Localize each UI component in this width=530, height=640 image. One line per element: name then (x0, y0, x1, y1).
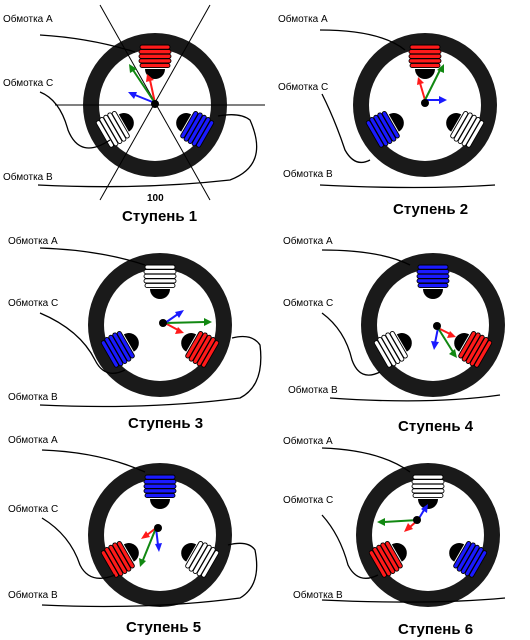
wire-a (39, 34, 136, 53)
wire-c (39, 91, 111, 149)
coil-top (138, 44, 172, 79)
vector-red-arrow (149, 79, 156, 104)
wire-b (321, 597, 506, 603)
wire-b (37, 114, 258, 188)
rotor-dot (151, 100, 159, 108)
rotor-dot (421, 99, 429, 107)
label-winding-b: Обмотка B (288, 384, 338, 396)
coil-left (100, 331, 139, 368)
coil-top (416, 264, 450, 299)
step-label: Ступень 4 (398, 418, 474, 435)
vector-green-arrow (383, 519, 419, 523)
panel-step-6: Обмотка A Обмотка C Обмотка B Ступень 6 (283, 435, 506, 638)
label-winding-b: Обмотка B (8, 589, 58, 601)
label-winding-a: Обмотка A (283, 235, 333, 247)
coil-right (449, 541, 488, 578)
step-label: Ступень 5 (126, 619, 201, 636)
coil-right (454, 331, 493, 368)
rotor-dot (159, 319, 167, 327)
coil-top (408, 44, 442, 79)
step-label: Ступень 3 (128, 415, 203, 432)
label-winding-b: Обмотка B (293, 589, 343, 601)
panel-step-2: Обмотка A Обмотка C Обмотка B Ступень 2 (278, 13, 497, 218)
label-winding-a: Обмотка A (3, 13, 53, 25)
label-winding-a: Обмотка A (8, 235, 58, 247)
panel-step-4: Обмотка A Обмотка C Обмотка B Ступень 4 (283, 235, 505, 435)
wire-b (39, 335, 262, 408)
coil-left (365, 111, 404, 148)
wire-a (319, 29, 406, 51)
coil-right (181, 331, 220, 368)
wire-a (39, 247, 146, 266)
panel-step-3: Обмотка A Обмотка C Обмотка B Ступень 3 (8, 235, 262, 432)
wire-b (41, 542, 258, 608)
vector-green-arrow (437, 327, 454, 353)
vector-red-arrow (164, 322, 179, 331)
panel-step-5: Обмотка A Обмотка C Обмотка B Ступень 5 (8, 434, 258, 636)
wire-c (321, 312, 381, 376)
label-winding-c: Обмотка C (8, 503, 58, 515)
vector-blue-arrow (134, 94, 156, 104)
vector-green-arrow (142, 527, 157, 561)
vector-green-arrow (132, 69, 156, 104)
label-winding-c: Обмотка C (278, 81, 328, 93)
rotor-dot (433, 322, 441, 330)
wire-a (321, 249, 411, 266)
wire-c (39, 312, 126, 374)
vector-green-arrow (424, 69, 441, 101)
step-label: Ступень 6 (398, 621, 473, 638)
label-winding-b: Обмотка B (283, 168, 333, 180)
coil-right (181, 541, 220, 578)
label-winding-a: Обмотка A (8, 434, 58, 446)
tick-label: 100 (147, 193, 164, 204)
label-winding-c: Обмотка C (8, 297, 58, 309)
coil-left (373, 331, 412, 368)
step-label: Ступень 2 (393, 201, 468, 218)
label-winding-a: Обмотка A (278, 13, 328, 25)
coil-top (143, 474, 177, 509)
step-label: Ступень 1 (122, 208, 197, 225)
wire-c (321, 514, 379, 579)
vector-green-arrow (164, 321, 206, 324)
wire-b (329, 394, 501, 402)
wire-c (41, 517, 116, 579)
label-winding-c: Обмотка C (283, 297, 333, 309)
label-winding-a: Обмотка A (283, 435, 333, 447)
label-winding-c: Обмотка C (283, 494, 333, 506)
coil-top (143, 264, 177, 299)
vector-blue-arrow (434, 327, 439, 344)
rotor-dot (154, 524, 162, 532)
coil-left (368, 541, 407, 578)
coil-right (446, 111, 485, 148)
rotor-vectors (431, 327, 457, 358)
vector-red-arrow (419, 82, 426, 101)
vector-red-arrow (437, 327, 451, 335)
wire-a (41, 449, 146, 473)
label-winding-c: Обмотка C (3, 77, 53, 89)
rotor-vectors (164, 310, 212, 334)
wire-b (319, 184, 496, 189)
wire-c (321, 93, 371, 164)
rotor-dot (413, 516, 421, 524)
panel-step-1: Обмотка A Обмотка C Обмотка B 100 Ступен… (3, 4, 265, 225)
label-winding-b: Обмотка B (3, 171, 53, 183)
label-winding-b: Обмотка B (8, 391, 58, 403)
rotor-vectors (128, 64, 156, 104)
coil-left (100, 541, 139, 578)
coil-right (176, 111, 215, 148)
coil-left (95, 111, 134, 148)
vector-blue-arrow (164, 313, 179, 324)
wire-a (321, 447, 411, 473)
